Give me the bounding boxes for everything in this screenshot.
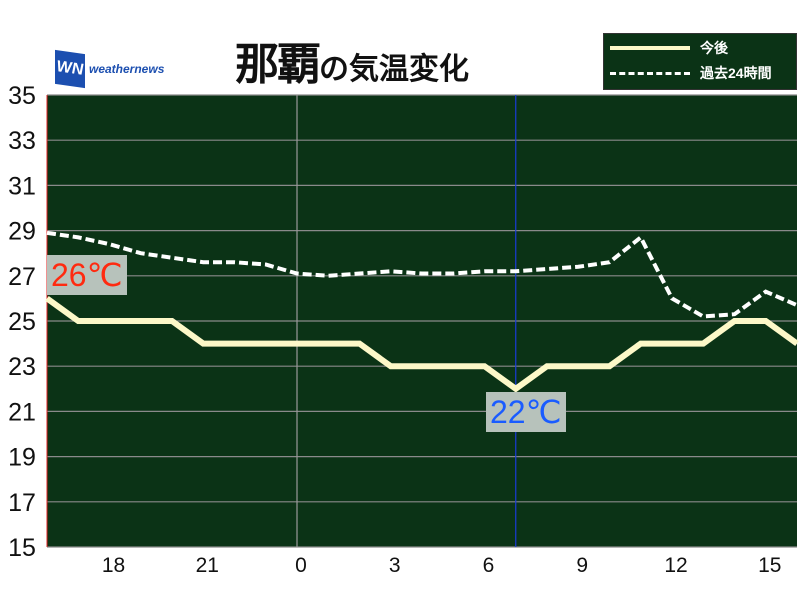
logo-text: weathernews (89, 62, 165, 76)
y-tick-label: 29 (8, 218, 36, 246)
min-temp-label: 22℃ (486, 392, 566, 432)
legend-label-future: 今後 (700, 40, 728, 56)
dashed-line-swatch (610, 71, 690, 75)
y-tick-label: 21 (8, 398, 36, 426)
logo-mark-icon: WN (55, 49, 85, 89)
legend-item-future: 今後 (604, 37, 796, 59)
x-tick-label: 0 (295, 554, 307, 577)
y-tick-label: 33 (8, 127, 36, 155)
y-tick-label: 17 (8, 489, 36, 517)
legend: 今後 過去24時間 (603, 33, 797, 90)
weathernews-logo: WN weathernews (55, 49, 165, 89)
title-suffix: の気温変化 (319, 53, 469, 86)
title-place: 那覇 (235, 40, 321, 89)
y-tick-label: 19 (8, 444, 36, 472)
forecast-line (45, 295, 799, 393)
max-temp-label: 26℃ (47, 255, 127, 295)
legend-item-past: 過去24時間 (604, 62, 796, 84)
x-tick-label: 3 (389, 554, 401, 577)
y-tick-label: 15 (8, 534, 36, 562)
legend-label-past: 過去24時間 (700, 65, 772, 81)
x-tick-label: 15 (758, 554, 781, 577)
x-tick-label: 12 (664, 554, 687, 577)
y-tick-label: 35 (8, 82, 36, 110)
y-tick-label: 31 (8, 172, 36, 200)
solid-line-swatch (610, 46, 690, 50)
y-tick-label: 27 (8, 263, 36, 291)
x-tick-label: 6 (483, 554, 495, 577)
x-tick-label: 21 (196, 554, 219, 577)
x-tick-label: 18 (102, 554, 125, 577)
past-24h-line (46, 230, 798, 319)
y-tick-label: 25 (8, 308, 36, 336)
x-tick-label: 9 (576, 554, 588, 577)
chart-title: 那覇の気温変化 (235, 28, 469, 92)
y-tick-label: 23 (8, 353, 36, 381)
